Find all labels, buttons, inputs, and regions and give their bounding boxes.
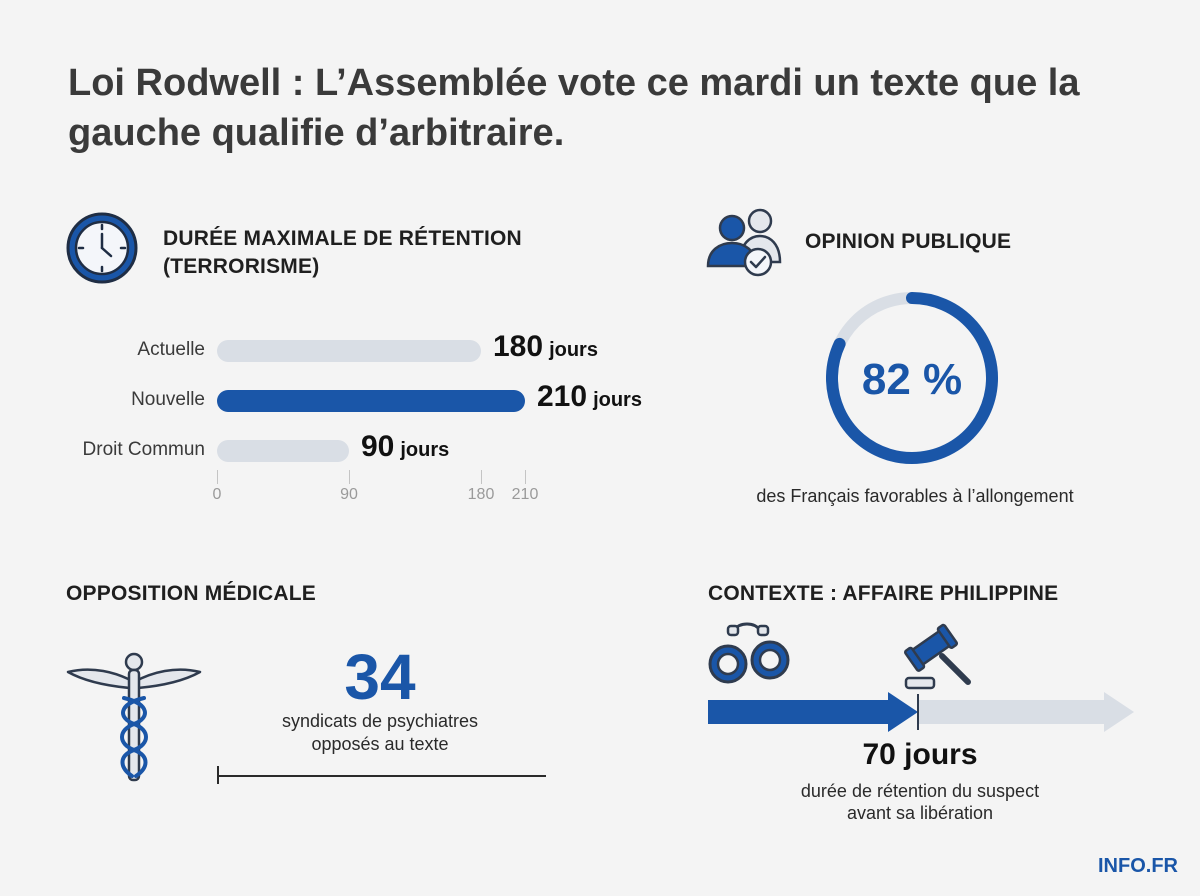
timeline-arrow (706, 690, 1136, 734)
bar (217, 440, 349, 462)
bar-chart-area: Actuelle 180 jours Nouvelle 210 jours Droit Co… (0, 320, 700, 520)
medical-title: OPPOSITION MÉDICALE (66, 582, 316, 605)
bar-value-unit: jours (593, 389, 642, 411)
x-axis-tick (216, 470, 218, 484)
bar-value-unit: jours (549, 339, 598, 361)
x-axis-tick-label: 180 (467, 486, 495, 503)
bar-category-label: Nouvelle (131, 389, 205, 410)
bar-value-label: 210 jours (537, 380, 642, 414)
people-check-icon (704, 204, 784, 280)
bar (217, 340, 481, 362)
clock-icon (66, 212, 138, 284)
opinion-title: OPINION PUBLIQUE (805, 230, 1012, 253)
medical-number: 34 (344, 641, 416, 713)
brand-logo: INFO.FR (1098, 855, 1178, 877)
x-axis-tick (524, 470, 526, 484)
donut-value-label: 82 % (862, 355, 962, 404)
bar-value-number: 180 (493, 330, 544, 363)
context-title: CONTEXTE : AFFAIRE PHILIPPINE (708, 582, 1059, 605)
gavel-icon (896, 622, 980, 694)
context-caption-line1: durée de rétention du suspect (800, 781, 1040, 801)
opinion-donut: 82 % (822, 288, 1002, 468)
page-title: Loi Rodwell : L’Assemblée vote ce mardi … (68, 62, 1080, 154)
bar-value-unit: jours (400, 439, 450, 461)
x-axis-tick-label: 210 (511, 486, 539, 503)
bar-category-label: Droit Commun (82, 439, 205, 460)
retention-bar-chart: Actuelle 180 jours Nouvelle 210 jours Droit Co… (0, 320, 700, 520)
context-caption-line2: avant sa libération (846, 803, 994, 823)
timeline-elapsed-segment (708, 692, 918, 732)
bar (217, 390, 525, 412)
donut-value-arc (826, 292, 998, 464)
timeline-future-segment (918, 692, 1134, 732)
x-axis-tick (348, 470, 350, 484)
bar-value-label: 180 jours (493, 330, 598, 364)
bar-value-label: 90 jours (361, 430, 449, 464)
context-days: 70 jours (862, 738, 978, 771)
retention-title: DURÉE MAXIMALE DE RÉTENTION (TERRORISME) (163, 227, 522, 278)
x-axis-tick (480, 470, 482, 484)
caduceus-icon (64, 650, 204, 785)
opinion-caption: des Français favorables à l’allongement (756, 486, 1074, 506)
bar-value-number: 90 (361, 430, 395, 463)
bar-category-label: Actuelle (137, 339, 205, 360)
bar-value-number: 210 (537, 380, 588, 413)
handcuffs-icon (706, 620, 792, 690)
x-axis-tick-label: 90 (340, 486, 358, 503)
medical-scale-line (216, 764, 548, 784)
medical-caption-line1: syndicats de psychiatres (281, 711, 479, 731)
x-axis-tick-label: 0 (212, 486, 222, 503)
medical-caption-line2: opposés au texte (311, 734, 449, 754)
